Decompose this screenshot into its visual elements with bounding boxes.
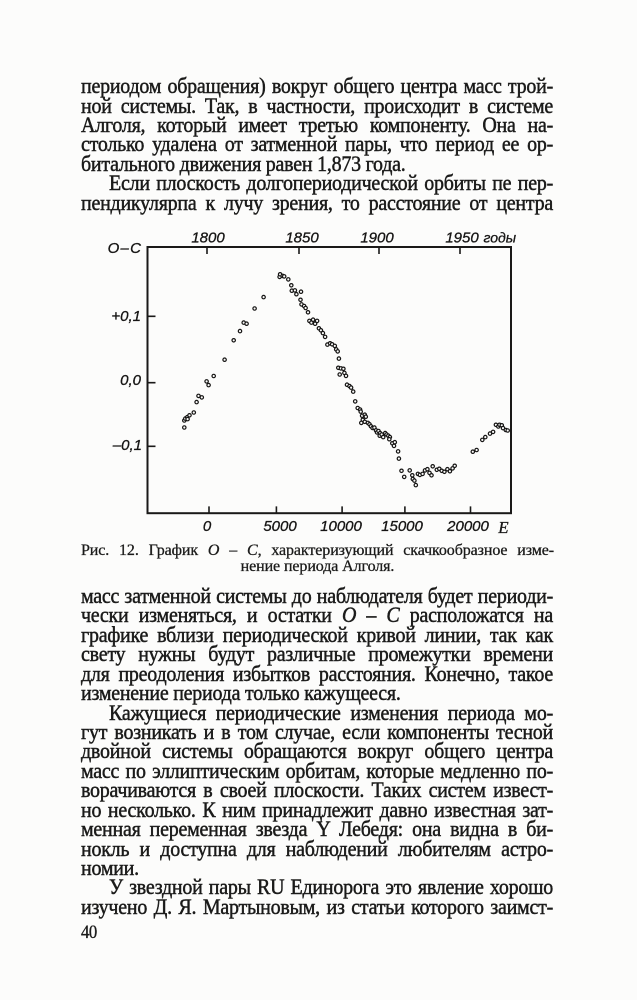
svg-text:0: 0 — [203, 518, 212, 535]
svg-text:+0,1: +0,1 — [111, 308, 141, 325]
svg-text:–0,1: –0,1 — [112, 437, 142, 454]
svg-text:10000: 10000 — [320, 518, 362, 535]
svg-text:20000: 20000 — [446, 518, 489, 535]
svg-text:5000: 5000 — [263, 518, 297, 535]
svg-text:О – С: О – С — [108, 240, 142, 257]
svg-text:1900: 1900 — [360, 230, 394, 247]
svg-text:1850: 1850 — [285, 230, 319, 247]
svg-text:E: E — [497, 518, 509, 537]
svg-text:1800: 1800 — [191, 230, 225, 247]
svg-text:1950: 1950 — [445, 230, 479, 247]
svg-text:годы: годы — [484, 230, 517, 246]
svg-text:15000: 15000 — [381, 518, 423, 535]
svg-text:0,0: 0,0 — [120, 372, 142, 389]
